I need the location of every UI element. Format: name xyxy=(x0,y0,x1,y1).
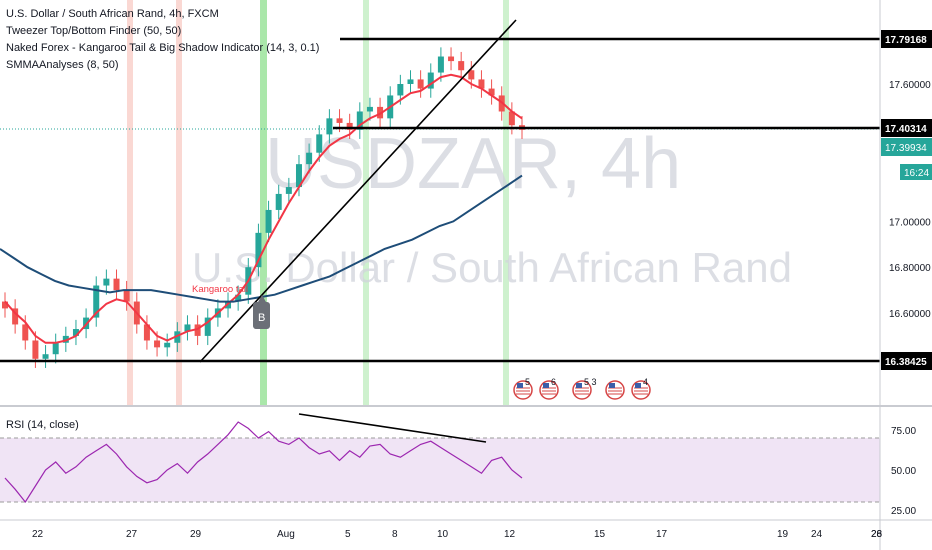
svg-text:17.40314: 17.40314 xyxy=(885,124,927,135)
current-price-label[interactable]: 17.39934 xyxy=(881,138,932,156)
signal-badge-text: B xyxy=(258,312,265,324)
time-tick: 17 xyxy=(656,529,668,540)
price-tick: 16.80000 xyxy=(889,263,931,274)
kangaroo-label: Kangaroo tail xyxy=(192,284,248,295)
time-tick: 10 xyxy=(437,529,449,540)
time-tick: 26 xyxy=(871,529,883,540)
candle[interactable] xyxy=(316,125,323,162)
svg-text:5: 5 xyxy=(525,377,530,387)
price-tick: 17.00000 xyxy=(889,217,931,228)
candle[interactable] xyxy=(275,184,282,220)
watermark-ticker: USDZAR, 4h xyxy=(265,124,681,204)
time-tick: 29 xyxy=(190,529,202,540)
candle[interactable] xyxy=(93,276,100,327)
candle[interactable] xyxy=(285,177,292,204)
candle[interactable] xyxy=(478,70,485,98)
rsi-tick: 25.00 xyxy=(891,506,916,517)
time-tick: 15 xyxy=(594,529,606,540)
rsi-divergence-line[interactable] xyxy=(298,413,487,443)
candle[interactable] xyxy=(52,333,59,364)
candle[interactable] xyxy=(448,47,455,71)
time-tick: 27 xyxy=(126,529,138,540)
candle[interactable] xyxy=(427,63,434,98)
svg-text:4: 4 xyxy=(643,377,648,387)
price-axis[interactable]: 17.60000 17.00000 16.80000 16.60000 17.79168… xyxy=(881,30,932,370)
level-label[interactable]: 17.40314 xyxy=(881,119,932,137)
price-tick: 17.60000 xyxy=(889,80,931,91)
time-tick: 8 xyxy=(392,529,398,540)
candle[interactable] xyxy=(407,70,414,94)
candle[interactable] xyxy=(265,200,272,243)
svg-text:16.38425: 16.38425 xyxy=(885,357,927,368)
candle[interactable] xyxy=(164,333,171,357)
candle[interactable] xyxy=(235,285,242,311)
level-label[interactable]: 16.38425 xyxy=(881,352,932,370)
watermark-name: U.S. Dollar / South African Rand xyxy=(192,244,792,291)
level-label[interactable]: 17.79168 xyxy=(881,30,932,48)
candle[interactable] xyxy=(143,315,150,350)
fast-ma-line xyxy=(4,73,523,344)
legend-indicator-3: SMMAAnalyses (8, 50) xyxy=(6,59,119,71)
countdown-label: 16:24 xyxy=(900,164,932,180)
candle[interactable] xyxy=(72,319,79,346)
legend-symbol: U.S. Dollar / South African Rand, 4h, FX… xyxy=(6,8,219,20)
legend-indicator-2: Naked Forex - Kangaroo Tail & Big Shadow… xyxy=(6,42,320,54)
time-tick: 12 xyxy=(504,529,516,540)
trendline[interactable] xyxy=(199,19,517,363)
candle[interactable] xyxy=(437,47,444,82)
candle[interactable] xyxy=(306,143,313,174)
candle[interactable] xyxy=(295,154,302,197)
candle[interactable] xyxy=(123,280,130,311)
candle[interactable] xyxy=(194,315,201,346)
rsi-tick: 75.00 xyxy=(891,426,916,437)
economic-event-icon[interactable] xyxy=(605,380,625,400)
candle[interactable] xyxy=(62,326,69,352)
rsi-legend: RSI (14, close) xyxy=(6,419,79,431)
candle[interactable] xyxy=(458,51,465,80)
candle[interactable] xyxy=(2,292,8,318)
economic-event-icon[interactable]: 4 xyxy=(631,377,651,400)
time-tick: 5 xyxy=(345,529,351,540)
price-tick: 16.60000 xyxy=(889,309,931,320)
economic-event-icon[interactable]: 6 xyxy=(539,377,559,400)
candle[interactable] xyxy=(204,308,211,346)
rsi-tick: 50.00 xyxy=(891,466,916,477)
candle[interactable] xyxy=(366,97,373,121)
candle[interactable] xyxy=(488,79,495,105)
economic-event-icon[interactable]: 5 xyxy=(513,377,533,400)
candle[interactable] xyxy=(113,269,120,300)
rsi-line xyxy=(4,421,523,504)
time-tick: Aug xyxy=(277,529,295,540)
candles[interactable] xyxy=(2,47,525,368)
time-tick: 19 xyxy=(777,529,789,540)
candle[interactable] xyxy=(174,322,181,352)
candle[interactable] xyxy=(12,299,19,334)
rsi-band xyxy=(0,438,880,502)
time-tick: 28 xyxy=(871,529,883,540)
svg-text:16:24: 16:24 xyxy=(904,168,929,179)
event-icons[interactable]: 5 6 5 3 4 xyxy=(513,377,651,400)
time-tick: 24 xyxy=(811,529,823,540)
candle[interactable] xyxy=(255,223,262,277)
candle[interactable] xyxy=(356,102,363,139)
svg-text:5 3: 5 3 xyxy=(584,377,597,387)
svg-text:17.79168: 17.79168 xyxy=(885,35,927,46)
candle[interactable] xyxy=(184,315,191,341)
candle[interactable] xyxy=(103,269,110,295)
svg-text:17.39934: 17.39934 xyxy=(885,143,927,154)
candle[interactable] xyxy=(417,70,424,98)
time-tick: 22 xyxy=(32,529,44,540)
candle[interactable] xyxy=(326,109,333,144)
candle[interactable] xyxy=(42,345,49,368)
rsi-axis[interactable]: 75.00 50.00 25.00 xyxy=(891,426,916,517)
economic-event-icon[interactable]: 5 3 xyxy=(572,377,597,400)
svg-text:6: 6 xyxy=(551,377,556,387)
highlight-bars xyxy=(127,0,509,405)
signal-badge[interactable]: B xyxy=(253,295,270,329)
legend-indicator-1: Tweezer Top/Bottom Finder (50, 50) xyxy=(6,25,182,37)
